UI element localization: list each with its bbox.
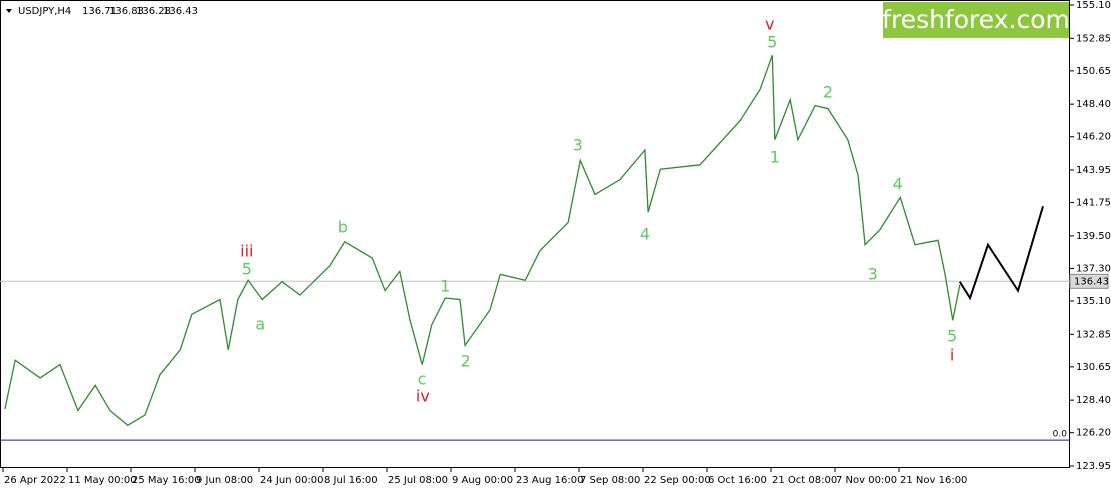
wave-label: a (255, 314, 265, 333)
x-tick-label: 7 Nov 00:00 (836, 475, 897, 486)
x-tick-label: 26 Apr 2022 (4, 475, 66, 486)
ohlc-value: 136.83 (109, 6, 144, 17)
price-line-series (958, 205, 1044, 301)
x-tick-label: 25 May 16:00 (132, 475, 201, 486)
x-tick-label: 11 May 00:00 (68, 475, 137, 486)
wave-label: 4 (893, 174, 903, 193)
wave-label: iv (416, 387, 430, 406)
x-tick-label: 6 Oct 16:00 (708, 475, 767, 486)
wave-label: 5 (947, 326, 957, 345)
wave-label: 5 (767, 33, 777, 52)
wave-label: 3 (573, 136, 583, 155)
y-tick-label: 132.85 (1076, 329, 1111, 340)
y-tick-label: 150.65 (1076, 66, 1111, 77)
wave-label: 2 (461, 351, 471, 370)
wave-label: 1 (440, 276, 450, 295)
symbol: USDJPY,H4 (18, 6, 71, 17)
y-tick-label: 123.95 (1076, 461, 1111, 472)
wave-label: iii (240, 242, 253, 261)
wave-label: i (950, 346, 954, 365)
x-tick-label: 9 Aug 00:00 (452, 475, 513, 486)
x-tick-label: 9 Jun 08:00 (196, 475, 253, 486)
wave-label: c (418, 370, 427, 389)
plot-frame (0, 0, 1070, 468)
menu-arrow[interactable] (6, 9, 12, 13)
wave-label: 4 (640, 224, 650, 243)
x-tick-label: 8 Jul 16:00 (324, 475, 378, 486)
price-line-series (4, 55, 961, 427)
ohlc-value: 136.71 (82, 6, 117, 17)
wave-label: 1 (770, 148, 780, 167)
wave-label: 3 (868, 264, 878, 283)
y-tick-label: 146.20 (1076, 132, 1111, 143)
x-tick-label: 21 Oct 08:00 (772, 475, 837, 486)
wave-label: 5 (242, 260, 252, 279)
zero-level-label: 0.0 (1053, 430, 1068, 440)
y-tick-label: 155.10 (1076, 0, 1111, 11)
x-tick-label: 25 Jul 08:00 (388, 475, 448, 486)
wave-label: 2 (823, 83, 833, 102)
wave-label: v (765, 14, 774, 33)
wave-label: b (338, 218, 348, 237)
x-tick-label: 22 Sep 00:00 (644, 475, 711, 486)
logo-box (883, 2, 1069, 38)
y-tick-label: 130.65 (1076, 362, 1111, 373)
y-tick-label: 135.10 (1076, 296, 1111, 307)
y-tick-label: 128.40 (1076, 395, 1111, 406)
x-tick-label: 23 Aug 16:00 (516, 475, 583, 486)
y-tick-label: 152.85 (1076, 33, 1111, 44)
y-tick-label: 137.30 (1076, 263, 1111, 274)
y-tick-label: 126.20 (1076, 428, 1111, 439)
y-tick-label: 143.95 (1076, 165, 1111, 176)
x-tick-label: 24 Jun 00:00 (260, 475, 324, 486)
x-tick-label: 7 Sep 08:00 (580, 475, 640, 486)
y-tick-label: 139.50 (1076, 231, 1111, 242)
ohlc-value: 136.28 (136, 6, 171, 17)
price-box (1069, 273, 1109, 289)
y-tick-label: 141.75 (1076, 198, 1111, 209)
ohlc-value: 136.43 (163, 6, 198, 17)
y-tick-label: 148.40 (1076, 99, 1111, 110)
x-tick-label: 21 Nov 16:00 (900, 475, 967, 486)
logo: freshforex.com (882, 5, 1070, 34)
price-label: 136.43 (1074, 276, 1109, 287)
